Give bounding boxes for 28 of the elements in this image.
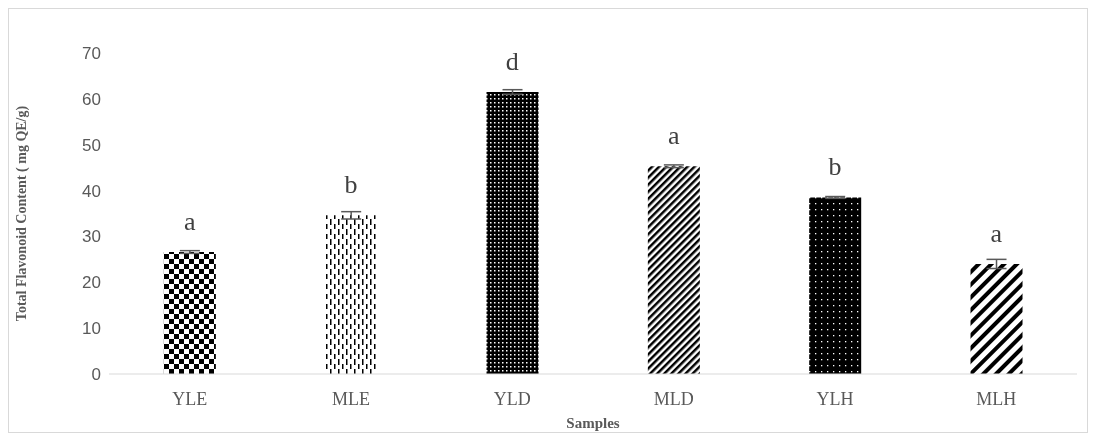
bar [809,197,862,374]
x-tick-label: MLH [976,388,1017,409]
x-axis-title: Samples [566,415,620,431]
y-tick-label: 0 [91,365,101,385]
x-tick-label: MLD [653,388,694,409]
x-tick-label: YLH [816,388,854,409]
y-tick-label: 60 [82,89,101,109]
bar [647,166,700,374]
bar [325,215,378,374]
annotation: a [183,207,196,237]
y-tick-label: 20 [82,273,101,293]
y-tick-label: 50 [82,135,101,155]
x-tick-label: YLD [493,388,531,409]
y-tick-label: 40 [82,181,101,201]
y-tick-label: 70 [82,44,101,64]
bar [970,263,1023,374]
annotation: a [990,218,1003,248]
bar [486,91,539,374]
annotation: d [505,46,519,76]
x-tick-label: YLE [172,388,208,409]
annotation: b [344,170,358,200]
y-tick-label: 30 [82,227,101,247]
x-tick-label: MLE [332,388,370,409]
annotation: b [828,152,842,182]
y-tick-label: 10 [82,319,101,339]
bar [163,252,216,374]
y-axis-title: Total Flavonoid Content ( mg QE/g) [13,105,30,322]
annotation: a [667,121,680,151]
